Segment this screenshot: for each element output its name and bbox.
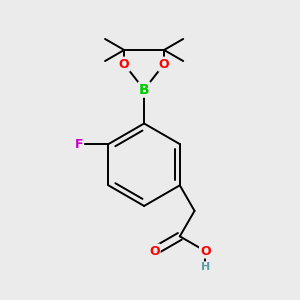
Text: O: O [149, 244, 160, 258]
Text: H: H [201, 262, 210, 272]
Text: O: O [119, 58, 130, 70]
Text: B: B [139, 82, 149, 97]
Text: O: O [200, 244, 211, 258]
Text: F: F [75, 138, 83, 151]
Text: O: O [159, 58, 170, 70]
